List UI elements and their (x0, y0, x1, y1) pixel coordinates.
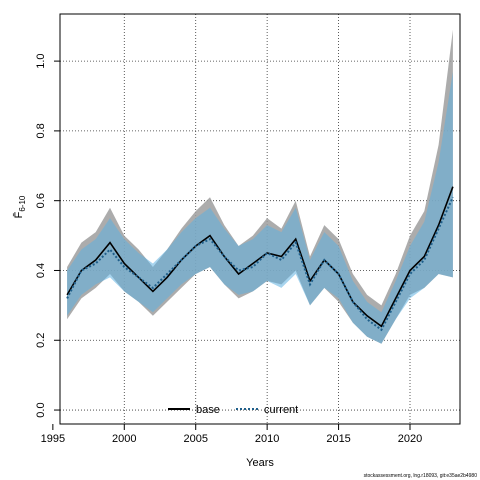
x-tick-label-2015: 2015 (326, 433, 350, 445)
legend-label-current: current (264, 404, 298, 416)
x-axis-title: Years (246, 457, 274, 469)
y-axis-title-subscript: 6-10 (18, 195, 27, 212)
series-line-base (66, 186, 454, 328)
y-axis-title-main: F̄ (12, 211, 25, 218)
grid (60, 14, 460, 424)
x-tick-label-2010: 2010 (255, 433, 279, 445)
y-tick-label-0.6: 0.6 (35, 193, 47, 208)
y-tick-label-0.8: 0.8 (35, 123, 47, 138)
x-tick-label-2005: 2005 (183, 433, 207, 445)
plot-frame (59, 13, 461, 425)
y-axis: 0.0 0.2 0.4 0.6 0.8 1.0 (35, 53, 60, 418)
x-tick-label-2000: 2000 (112, 433, 136, 445)
confidence-bands (67, 29, 453, 344)
y-axis-title: F̄6-10 (12, 195, 27, 218)
footer-note: stockassessment.org, lng.r18093, git:e35… (364, 473, 478, 479)
x-tick-label-2020: 2020 (398, 433, 422, 445)
legend: base current (168, 404, 298, 416)
legend-label-base: base (196, 404, 220, 416)
y-tick-label-1: 1.0 (35, 53, 47, 68)
x-axis: 1995 2000 2005 2010 2015 2020 (41, 424, 422, 445)
y-tick-label-0: 0.0 (35, 402, 47, 417)
y-tick-label-0.4: 0.4 (35, 263, 47, 278)
series-line-current (66, 196, 454, 332)
confidence-band-current (67, 71, 453, 344)
y-tick-label-0.2: 0.2 (35, 333, 47, 348)
series-lines (66, 186, 454, 332)
x-tick-label-1995: 1995 (41, 433, 65, 445)
